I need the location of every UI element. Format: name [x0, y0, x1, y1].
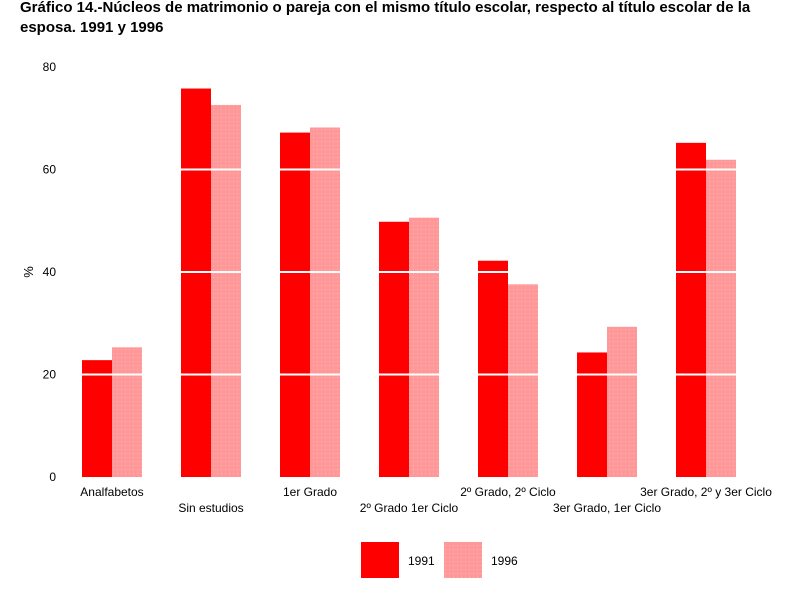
x-category-label: 3er Grado, 2º y 3er Ciclo [640, 485, 772, 499]
bars [82, 88, 736, 478]
x-category-label: 2º Grado, 2º Ciclo [460, 485, 556, 499]
legend-label: 1996 [491, 554, 518, 568]
bar-1991 [82, 360, 112, 477]
gridlines-overlay [60, 168, 790, 376]
y-tick-label: 0 [49, 470, 56, 484]
bar-1996 [310, 127, 340, 477]
x-category-label: Sin estudios [178, 501, 243, 515]
y-axis-ticks: 0 20 40 60 80 [43, 60, 57, 484]
legend: 1991 1996 [361, 542, 518, 578]
y-axis-label: % [21, 266, 36, 278]
bar-1996 [112, 347, 142, 477]
bar-1991 [478, 260, 508, 477]
x-category-label: 1er Grado [283, 485, 337, 499]
bar-1996 [706, 159, 736, 477]
bar-1991 [280, 132, 310, 477]
x-axis-labels: Analfabetos Sin estudios 1er Grado 2º Grado… [80, 485, 772, 515]
x-category-label: 3er Grado, 1er Ciclo [553, 501, 661, 515]
legend-swatch-1996 [444, 542, 482, 578]
y-tick-label: 60 [43, 163, 57, 177]
bar-1991 [181, 88, 211, 478]
x-category-label: Analfabetos [80, 485, 143, 499]
legend-swatch-1991 [361, 542, 399, 578]
bar-1996 [211, 104, 241, 478]
x-category-label: 2º Grado 1er Ciclo [360, 501, 459, 515]
bar-1991 [577, 352, 607, 477]
y-tick-label: 80 [43, 60, 57, 74]
chart-title: Gráfico 14.-Núcleos de matrimonio o pare… [20, 0, 751, 36]
bar-1996 [607, 326, 637, 477]
bar-1996 [508, 284, 538, 477]
bar-1991 [379, 221, 409, 477]
bar-1996 [409, 217, 439, 478]
y-tick-label: 20 [43, 368, 57, 382]
legend-label: 1991 [408, 554, 435, 568]
bar-1991 [676, 142, 706, 477]
y-tick-label: 40 [43, 265, 57, 279]
